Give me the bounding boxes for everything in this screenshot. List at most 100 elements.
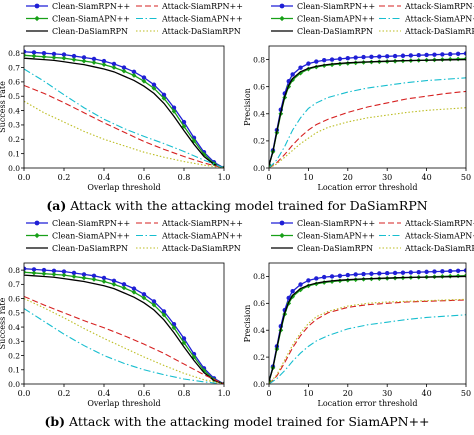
y-tick-label: 0.8	[8, 266, 20, 275]
y-tick-label: 0.8	[253, 272, 265, 281]
data-point	[111, 278, 117, 283]
series-line-4	[269, 314, 466, 384]
data-point	[121, 68, 127, 74]
data-point	[181, 336, 187, 341]
x-tick-label: 0.2	[58, 389, 71, 398]
chart-b-precision: 0 10 20 30 40 50 0.0 0.2 0.4 0.6 0.8 Location error…	[243, 219, 474, 408]
data-point	[31, 53, 37, 59]
data-point	[131, 286, 137, 291]
y-tick-label: 0.0	[8, 164, 20, 173]
data-point	[31, 50, 37, 55]
y-tick-label: 0.2	[253, 137, 265, 146]
data-point	[463, 268, 466, 273]
data-point	[151, 299, 157, 304]
series-group	[24, 49, 224, 168]
data-point	[41, 267, 47, 273]
data-point	[171, 108, 177, 114]
legend-marker	[279, 15, 285, 22]
caption-b: (b) Attack with the attacking model trai…	[0, 414, 474, 429]
x-tick-label: 0	[266, 389, 271, 398]
data-point	[400, 53, 406, 58]
data-point	[81, 55, 87, 60]
y-tick-label: 0.1	[8, 366, 20, 375]
data-point	[385, 271, 390, 276]
series-line-0	[269, 269, 466, 382]
legend-label: Clean-DaSiamRPN	[297, 27, 373, 36]
data-point	[432, 52, 437, 57]
legend-marker	[34, 15, 40, 22]
series-line-4	[24, 308, 224, 384]
data-point	[361, 271, 366, 277]
data-point	[321, 274, 327, 280]
data-point	[91, 276, 97, 282]
y-tick-label: 0.5	[8, 92, 20, 101]
legend-label: Attack-SiamRPN++	[404, 219, 474, 228]
data-point	[101, 275, 107, 281]
legend-label: Attack-SiamRPN++	[161, 219, 243, 228]
y-tick-label: 0.6	[253, 82, 265, 91]
legend-label: Attack-SiamRPN++	[404, 2, 474, 11]
series-line-3	[24, 84, 224, 168]
data-point	[121, 285, 127, 291]
data-point	[151, 82, 157, 87]
y-tick-label: 0.0	[253, 380, 265, 389]
data-point	[161, 312, 167, 318]
data-point	[91, 60, 97, 65]
legend-marker	[279, 232, 285, 239]
data-point	[298, 65, 303, 70]
y-axis-label: Success rate	[0, 81, 7, 133]
legend-label: Clean-SiamRPN++	[52, 2, 130, 11]
data-point	[321, 58, 327, 63]
legend: Clean-SiamRPN++ Attack-SiamRPN++ Clean-Sia…	[271, 2, 474, 36]
x-axis-label: Overlap threshold	[87, 183, 160, 192]
data-point	[440, 52, 445, 57]
data-point	[416, 53, 421, 58]
y-tick-label: 0.6	[253, 299, 265, 308]
data-point	[101, 58, 107, 64]
legend: Clean-SiamRPN++ Attack-SiamRPN++ Clean-Sia…	[26, 2, 243, 36]
data-point	[432, 269, 437, 274]
data-point	[392, 270, 398, 276]
data-point	[71, 270, 77, 276]
data-point	[361, 54, 366, 60]
legend-label: Attack-DaSiamRPN	[404, 244, 474, 253]
y-tick-label: 0.4	[8, 106, 20, 115]
data-point	[24, 269, 27, 275]
data-point	[101, 62, 107, 68]
data-point	[61, 52, 67, 57]
x-tick-label: 50	[461, 389, 471, 398]
data-point	[141, 78, 147, 84]
series-line-5	[24, 298, 224, 384]
caption-a-label: (a)	[46, 198, 67, 213]
series-group	[269, 51, 466, 168]
data-point	[377, 54, 382, 59]
data-point	[181, 119, 187, 125]
y-tick-label: 0.6	[8, 294, 20, 303]
data-point	[201, 151, 207, 157]
x-tick-label: 0	[266, 173, 271, 182]
data-point	[61, 272, 67, 278]
data-point	[181, 340, 187, 346]
series-line-2	[269, 275, 466, 382]
data-point	[290, 72, 295, 77]
data-point	[345, 272, 350, 278]
data-point	[31, 270, 37, 276]
data-point	[306, 278, 311, 283]
data-point	[51, 51, 57, 57]
x-axis-label: Location error threshold	[318, 183, 418, 192]
data-point	[101, 279, 107, 284]
y-tick-label: 0.0	[253, 164, 265, 173]
caption-b-label: (b)	[44, 414, 66, 429]
data-point	[24, 52, 27, 58]
data-point	[161, 95, 167, 101]
legend-label: Clean-SiamRPN++	[297, 219, 375, 228]
x-tick-label: 1.0	[218, 389, 231, 398]
data-point	[392, 53, 398, 59]
y-tick-label: 0.1	[8, 149, 20, 158]
plot-frame	[23, 262, 225, 385]
legend-label: Clean-DaSiamRPN	[52, 244, 128, 253]
data-point	[41, 54, 47, 60]
data-point	[131, 69, 137, 75]
legend-marker	[34, 3, 40, 9]
